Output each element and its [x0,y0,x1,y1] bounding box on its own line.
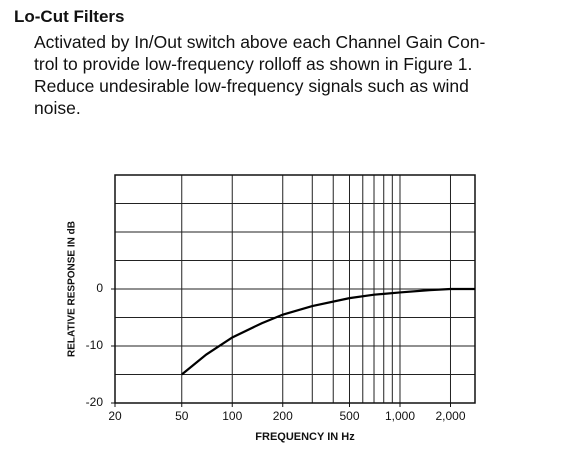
x-tick-label: 500 [339,409,359,423]
x-axis-label: FREQUENCY IN Hz [255,431,355,443]
x-tick-label: 50 [175,409,189,423]
body-text: Activated by In/Out switch above each Ch… [34,31,485,119]
y-tick-label: 0 [96,281,103,295]
section-title: Lo-Cut Filters [14,7,125,26]
body-line: Activated by In/Out switch above each Ch… [34,32,486,52]
y-axis-label: RELATIVE RESPONSE IN dB [67,221,78,357]
y-tick-label: -10 [86,338,104,352]
x-tick-label: 2,000 [435,409,465,423]
body-line: noise. [34,98,81,118]
x-tick-label: 200 [273,409,293,423]
x-tick-label: 20 [108,409,122,423]
y-tick-label: -20 [86,395,104,409]
x-tick-label: 1,000 [385,409,415,423]
response-curve [181,287,475,376]
body-line: Reduce undesirable low-frequency signals… [34,76,469,96]
body-line: trol to provide low-frequency rolloff as… [34,54,473,74]
x-tick-label: 100 [222,409,242,423]
